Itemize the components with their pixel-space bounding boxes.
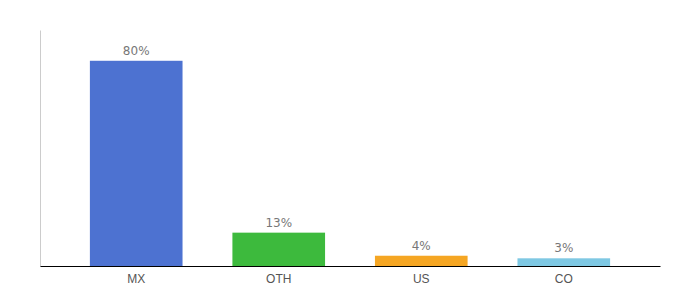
x-tick: US (413, 272, 430, 286)
chart-svg: MX OTH US CO 80% 13% 4% 3% (0, 0, 680, 300)
chart-container: MX OTH US CO 80% 13% 4% 3% (0, 0, 680, 300)
x-axis: MX OTH US CO (41, 267, 661, 286)
x-tick-label: OTH (266, 272, 291, 286)
bar (232, 233, 325, 266)
data-label: 3% (554, 241, 573, 255)
data-label: 13% (265, 216, 292, 230)
data-label: 80% (123, 44, 150, 58)
x-axis-line (41, 266, 661, 267)
y-axis (40, 31, 41, 267)
data-label: 4% (412, 239, 431, 253)
data-labels: 80% 13% 4% 3% (123, 44, 573, 256)
bar (375, 256, 468, 266)
x-tick-label: US (413, 272, 430, 286)
x-tick: MX (127, 272, 145, 286)
bar (517, 258, 610, 266)
x-tick-label: CO (555, 272, 573, 286)
bars (90, 61, 610, 266)
x-tick: CO (555, 272, 573, 286)
bar (90, 61, 183, 266)
x-tick-label: MX (127, 272, 145, 286)
x-tick: OTH (266, 272, 291, 286)
y-axis-line (40, 31, 41, 267)
plot-area: MX OTH US CO 80% 13% 4% 3% (41, 31, 661, 286)
